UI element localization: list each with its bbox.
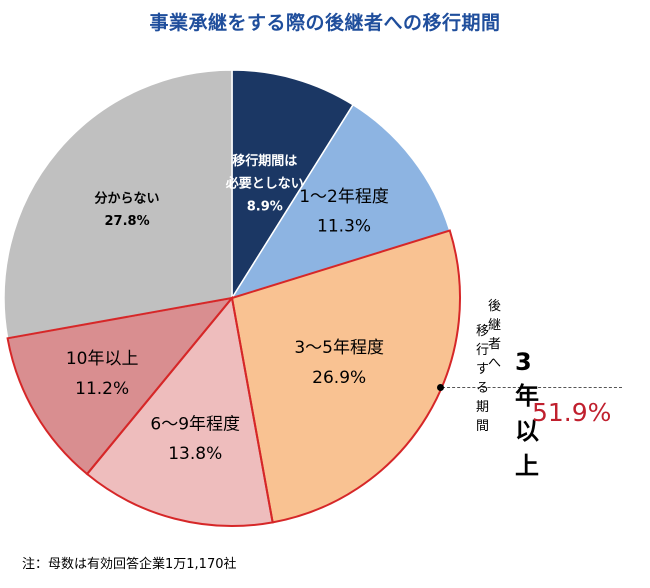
callout-line1: 後継者へ bbox=[488, 299, 502, 371]
callout-big-label: 3年以上 bbox=[515, 348, 539, 480]
callout-anchor-dot bbox=[437, 384, 444, 391]
footnote: 注：母数は有効回答企業1万1,170社 bbox=[22, 557, 237, 572]
slice-value-label: 27.8% bbox=[105, 214, 150, 229]
slice-value-label: 13.8% bbox=[168, 444, 222, 464]
slice-value-label: 11.3% bbox=[317, 217, 371, 237]
chart-title: 事業承継をする際の後継者への移行期間 bbox=[149, 12, 501, 34]
slice-category-label: 必要としない bbox=[225, 176, 304, 192]
slice-value-label: 11.2% bbox=[75, 379, 129, 399]
pie-slice bbox=[230, 103, 451, 300]
callout-line2: 移行する期間 bbox=[476, 324, 490, 434]
highlight-outline bbox=[230, 229, 461, 524]
slice-category-label: 10年以上 bbox=[66, 349, 139, 369]
callout-leader-line bbox=[442, 387, 622, 388]
pie-slice bbox=[3, 69, 233, 340]
pie-slice bbox=[231, 69, 355, 301]
slice-value-label: 26.9% bbox=[312, 368, 366, 388]
slice-category-label: 1～2年程度 bbox=[299, 187, 389, 207]
slice-category-label: 3～5年程度 bbox=[294, 338, 384, 358]
slice-category-label: 移行期間は bbox=[232, 153, 297, 169]
highlight-outline bbox=[85, 295, 274, 527]
callout-percent: 51.9% bbox=[532, 398, 612, 427]
slice-category-label: 6～9年程度 bbox=[150, 414, 240, 434]
slice-category-label: 分からない bbox=[95, 190, 160, 206]
slice-value-label: 8.9% bbox=[247, 199, 283, 214]
highlight-outline bbox=[6, 296, 235, 476]
